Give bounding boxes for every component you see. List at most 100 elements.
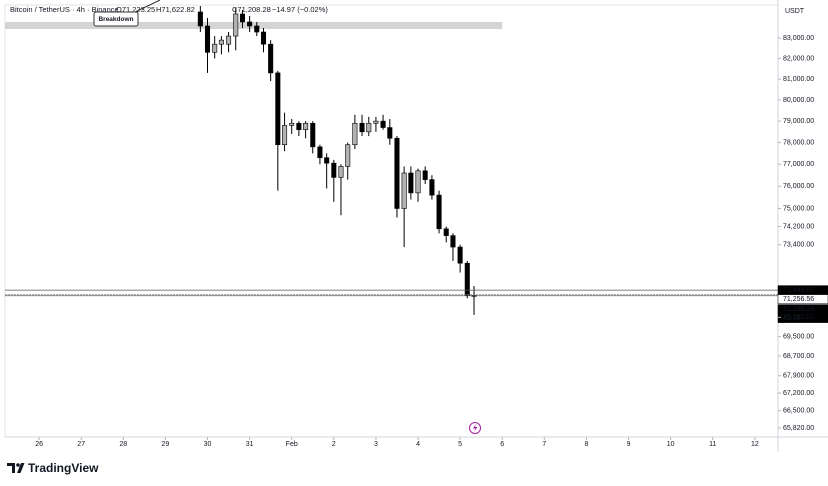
candles-layer <box>197 5 477 315</box>
candle-body <box>380 120 386 128</box>
brand-logo <box>7 463 25 473</box>
candle-body <box>310 122 316 148</box>
x-tick-label: 8 <box>584 441 588 448</box>
candle-body <box>204 25 211 53</box>
candle-body <box>359 122 365 133</box>
price-label-box <box>777 304 828 323</box>
candle-body <box>401 172 407 209</box>
candle-body <box>457 246 463 264</box>
y-tick-label: 73,400.00 <box>783 242 814 249</box>
brand-name: TradingView <box>28 461 99 475</box>
x-tick-label: 26 <box>35 441 43 448</box>
y-tick-label: 77,000.00 <box>783 161 814 168</box>
candle-body <box>422 170 428 180</box>
candle-body <box>415 170 421 194</box>
candle-body <box>218 39 224 45</box>
candle-body <box>352 122 358 146</box>
annotation-box <box>93 11 139 27</box>
x-tick-label: 12 <box>751 441 759 448</box>
candle-body <box>268 43 274 74</box>
candle-body <box>247 21 253 27</box>
x-tick-label: 30 <box>204 441 212 448</box>
candle-body <box>436 194 442 230</box>
y-tick-label: 69,500.00 <box>783 333 814 340</box>
candle-body <box>275 72 281 146</box>
candle-body <box>282 125 288 146</box>
annotation-arrow <box>134 0 161 13</box>
candle-body <box>324 157 330 164</box>
y-tick-label: 68,700.00 <box>783 353 814 360</box>
price-label-box <box>777 294 828 304</box>
y-tick-label: 82,000.00 <box>783 55 814 62</box>
ohlc-open: O71,223.25 <box>116 5 155 14</box>
y-tick-label: 66,500.00 <box>783 408 814 415</box>
plot-area <box>4 4 779 438</box>
candle-body <box>254 25 260 33</box>
x-tick-label: 4 <box>416 441 420 448</box>
candle-body <box>289 122 295 126</box>
y-tick-label: 78,000.00 <box>783 139 814 146</box>
x-tick-label: 27 <box>77 441 85 448</box>
x-tick-label: 10 <box>667 441 675 448</box>
candle-body <box>197 11 203 27</box>
candle-body <box>226 35 232 45</box>
currency-label: USDT <box>785 8 805 15</box>
annotation-text: Breakdown <box>98 16 133 23</box>
x-tick-label: 2 <box>332 441 336 448</box>
y-tick-label: 67,900.00 <box>783 373 814 380</box>
y-tick-label: 67,200.00 <box>783 390 814 397</box>
zone-layer <box>5 21 503 30</box>
candle-body <box>464 262 470 296</box>
candle-body <box>450 235 456 248</box>
y-tick-label: 75,000.00 <box>783 205 814 212</box>
candle-body <box>366 122 372 133</box>
candle-body <box>239 13 245 23</box>
countdown: 42:18 <box>783 315 801 322</box>
price-label: 71,446.62 <box>783 287 814 294</box>
candle-body <box>212 43 218 53</box>
x-tick-label: Feb <box>286 441 298 448</box>
candle-body <box>345 144 351 167</box>
candle-body <box>260 31 267 45</box>
x-tick-label: 5 <box>458 441 462 448</box>
y-tick-label: 81,000.00 <box>783 76 814 83</box>
candle-body <box>443 228 449 236</box>
price-label: 71,208.28 <box>783 306 814 313</box>
x-tick-label: 7 <box>542 441 546 448</box>
candle-body <box>394 137 400 209</box>
candle-body <box>331 162 337 178</box>
candle-body <box>408 172 414 194</box>
y-tick-label: 65,820.00 <box>783 425 814 432</box>
x-tick-label: 11 <box>709 441 716 448</box>
candle-body <box>373 120 379 124</box>
candle-body <box>303 122 309 130</box>
symbol-title: Bitcoin / TetherUS · 4h · Binance <box>10 5 119 14</box>
candle-body <box>429 179 435 196</box>
x-tick-label: 3 <box>374 441 378 448</box>
candle-body <box>338 166 344 178</box>
zone-rect <box>5 21 503 30</box>
candle-body <box>317 146 323 159</box>
y-tick-label: 80,000.00 <box>783 97 814 104</box>
x-tick-label: 9 <box>627 441 631 448</box>
price-label: 71,256.56 <box>783 296 814 303</box>
lightning-icon <box>469 422 481 434</box>
candle-body <box>387 127 393 139</box>
x-tick-label: 29 <box>162 441 170 448</box>
y-tick-label: 70,300.00 <box>783 314 814 321</box>
y-tick-label: 76,000.00 <box>783 183 814 190</box>
y-tick-label: 79,000.00 <box>783 118 814 125</box>
candle-body <box>296 122 302 130</box>
ohlc-high: H71,622.82 <box>156 5 195 14</box>
x-tick-label: 6 <box>500 441 504 448</box>
x-tick-label: 31 <box>246 441 254 448</box>
x-tick-label: 28 <box>119 441 127 448</box>
y-tick-label: 74,200.00 <box>783 223 814 230</box>
candle-body <box>233 13 239 37</box>
y-tick-label: 83,000.00 <box>783 35 814 42</box>
ohlc-change: −14.97 (−0.02%) <box>272 5 328 14</box>
ohlc-close: C71,208.28 <box>232 5 271 14</box>
overlay-layer: 71,446.62 71,256.56 71,208.28 42:18 <box>5 285 828 323</box>
